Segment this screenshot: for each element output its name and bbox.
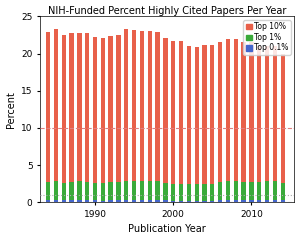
Bar [132,181,136,202]
Bar [202,45,207,202]
Bar [280,200,285,202]
Bar [234,39,238,202]
Bar [93,37,97,202]
Bar [54,29,58,202]
Bar [249,182,254,202]
Bar [280,54,285,202]
Bar [249,42,254,202]
Bar [155,32,160,202]
Bar [85,200,89,202]
Title: NIH-Funded Percent Highly Cited Papers Per Year: NIH-Funded Percent Highly Cited Papers P… [48,6,286,16]
Legend: Top 10%, Top 1%, Top 0.1%: Top 10%, Top 1%, Top 0.1% [243,20,291,55]
Bar [226,39,230,202]
Bar [257,46,261,202]
Bar [61,35,66,202]
Bar [140,200,144,202]
Bar [163,183,167,202]
Bar [179,184,183,202]
Bar [265,200,269,202]
Bar [242,42,246,202]
Bar [109,200,113,202]
Bar [109,182,113,202]
Bar [155,200,160,202]
Bar [194,184,199,202]
Bar [202,201,207,202]
Bar [202,184,207,202]
Bar [116,182,121,202]
Bar [140,181,144,202]
Bar [234,181,238,202]
Bar [273,46,277,202]
Bar [218,182,222,202]
Bar [69,33,74,202]
Bar [61,200,66,202]
Bar [46,182,50,202]
Bar [163,200,167,202]
Bar [226,200,230,202]
Bar [54,200,58,202]
Bar [109,36,113,202]
Bar [77,200,82,202]
Bar [194,201,199,202]
Bar [116,35,121,202]
Bar [69,200,74,202]
Bar [93,183,97,202]
Y-axis label: Percent: Percent [6,91,16,128]
Bar [148,181,152,202]
Bar [93,200,97,202]
Bar [124,181,128,202]
Bar [148,31,152,202]
Bar [54,181,58,202]
Bar [132,200,136,202]
Bar [171,184,175,202]
Bar [101,183,105,202]
Bar [46,32,50,202]
Bar [218,200,222,202]
Bar [194,47,199,202]
Bar [69,182,74,202]
Bar [273,200,277,202]
Bar [163,38,167,202]
X-axis label: Publication Year: Publication Year [128,224,206,234]
Bar [210,184,214,202]
Bar [132,30,136,202]
Bar [218,42,222,202]
Bar [77,181,82,202]
Bar [265,181,269,202]
Bar [210,45,214,202]
Bar [257,200,261,202]
Bar [179,41,183,202]
Bar [179,201,183,202]
Bar [226,181,230,202]
Bar [61,183,66,202]
Bar [124,200,128,202]
Bar [265,46,269,202]
Bar [140,31,144,202]
Bar [101,201,105,202]
Bar [46,200,50,202]
Bar [187,184,191,202]
Bar [124,29,128,202]
Bar [148,200,152,202]
Bar [116,200,121,202]
Bar [242,200,246,202]
Bar [77,33,82,202]
Bar [257,182,261,202]
Bar [155,181,160,202]
Bar [171,41,175,202]
Bar [101,38,105,202]
Bar [187,201,191,202]
Bar [273,181,277,202]
Bar [234,200,238,202]
Bar [280,183,285,202]
Bar [85,33,89,202]
Bar [85,182,89,202]
Bar [187,46,191,202]
Bar [210,201,214,202]
Bar [171,201,175,202]
Bar [242,182,246,202]
Bar [249,200,254,202]
